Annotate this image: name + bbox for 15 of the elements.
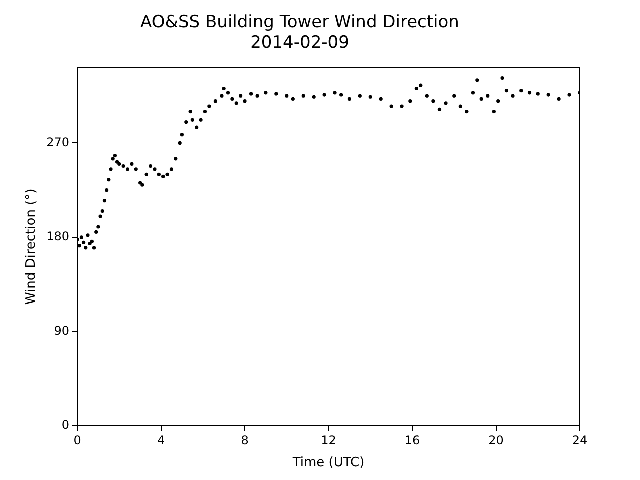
- x-axis-title: Time (UTC): [292, 456, 365, 471]
- x-tick-label: 0: [74, 433, 82, 448]
- x-tick-label: 20: [488, 433, 504, 448]
- x-tick-label: 24: [572, 433, 588, 448]
- y-tick-label: 90: [54, 324, 70, 338]
- chart-subtitle: 2014-02-09: [250, 33, 350, 54]
- y-axis-title: Wind Direction (°): [24, 188, 40, 306]
- x-tick-label: 8: [241, 433, 249, 448]
- x-tick-label: 12: [321, 433, 336, 448]
- x-tick-label: 16: [404, 433, 420, 448]
- y-tick-label: 270: [46, 135, 70, 150]
- x-tick-label: 4: [157, 433, 166, 448]
- y-tick-label: 0: [62, 418, 70, 432]
- y-tick-label: 180: [46, 230, 70, 244]
- chart-title: AO&SS Building Tower Wind Direction: [140, 12, 460, 33]
